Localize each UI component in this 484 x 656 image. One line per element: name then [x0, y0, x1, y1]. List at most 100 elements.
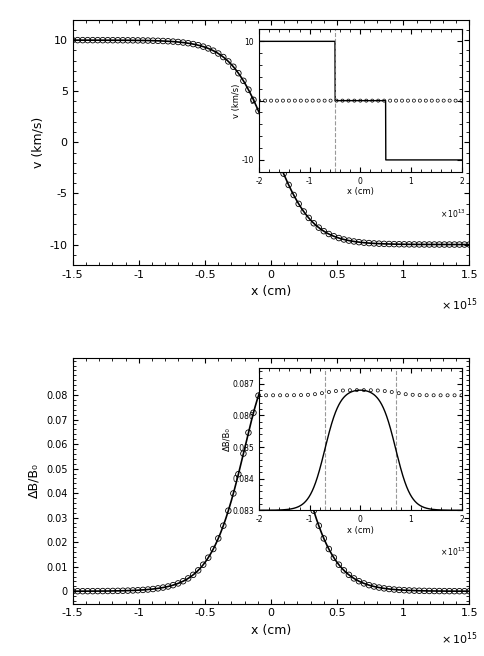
Point [129, 585, 137, 596]
Point [149, 35, 157, 46]
X-axis label: x (cm): x (cm) [251, 285, 291, 298]
Point [345, 236, 353, 246]
Point [335, 560, 343, 570]
Point [395, 584, 403, 595]
Point [440, 239, 448, 250]
Point [169, 580, 177, 590]
Point [350, 236, 358, 247]
Point [390, 239, 398, 249]
Point [290, 190, 298, 200]
Point [365, 238, 373, 249]
Point [305, 488, 313, 499]
Point [445, 239, 453, 250]
Text: $\times\,10^{15}$: $\times\,10^{15}$ [441, 297, 477, 314]
Point [305, 213, 313, 223]
Point [360, 237, 368, 248]
Point [244, 428, 252, 438]
Point [109, 35, 117, 45]
Point [99, 35, 106, 45]
Point [124, 585, 132, 596]
Point [94, 586, 102, 596]
Point [164, 36, 172, 47]
Point [436, 239, 443, 250]
Point [455, 239, 463, 250]
Point [300, 206, 307, 216]
Point [144, 584, 152, 595]
Point [194, 40, 202, 51]
Point [355, 237, 363, 247]
Point [134, 35, 142, 46]
Point [189, 569, 197, 580]
Point [84, 586, 91, 596]
Point [255, 106, 262, 116]
Point [320, 533, 328, 544]
Point [179, 576, 187, 586]
Point [310, 218, 318, 228]
Point [355, 576, 363, 586]
Point [174, 578, 182, 588]
Point [461, 586, 469, 596]
Point [421, 239, 428, 250]
Point [430, 239, 438, 250]
Point [265, 371, 272, 382]
Point [154, 35, 162, 46]
Point [451, 239, 458, 250]
Point [159, 36, 167, 47]
Point [79, 586, 87, 596]
Text: $\times\,10^{15}$: $\times\,10^{15}$ [441, 630, 477, 647]
Point [104, 35, 112, 45]
Point [425, 586, 433, 596]
Point [259, 118, 267, 129]
Point [250, 94, 257, 105]
Point [225, 505, 232, 516]
Point [144, 35, 152, 46]
Point [300, 469, 307, 480]
Point [330, 231, 338, 241]
Point [74, 586, 81, 596]
Y-axis label: ΔB/B₀: ΔB/B₀ [28, 463, 41, 499]
Point [124, 35, 132, 45]
Point [466, 586, 473, 596]
Point [385, 584, 393, 594]
Point [210, 45, 217, 56]
Point [455, 586, 463, 596]
Point [350, 573, 358, 584]
Point [250, 407, 257, 418]
Point [340, 234, 348, 245]
Point [270, 371, 277, 382]
Point [445, 586, 453, 596]
Point [184, 573, 192, 584]
Point [204, 552, 212, 563]
Point [375, 583, 383, 593]
Point [219, 52, 227, 62]
Point [184, 38, 192, 49]
Point [94, 35, 102, 45]
Point [154, 583, 162, 594]
Point [405, 239, 413, 249]
Point [385, 239, 393, 249]
Point [204, 43, 212, 54]
Point [466, 239, 473, 250]
Point [461, 239, 469, 250]
Point [109, 586, 117, 596]
Point [89, 586, 97, 596]
Point [199, 560, 207, 570]
Point [315, 520, 323, 531]
Point [295, 448, 302, 459]
Point [440, 586, 448, 596]
Point [400, 585, 408, 596]
Point [421, 586, 428, 596]
Point [320, 226, 328, 236]
Point [235, 68, 242, 79]
Point [89, 35, 97, 45]
Point [69, 35, 76, 45]
Point [84, 35, 91, 45]
Point [410, 585, 418, 596]
Point [244, 85, 252, 95]
Point [345, 569, 353, 580]
Point [69, 586, 76, 596]
Y-axis label: v (km/s): v (km/s) [31, 117, 44, 168]
Point [134, 585, 142, 596]
Point [74, 35, 81, 45]
X-axis label: x (cm): x (cm) [251, 624, 291, 637]
